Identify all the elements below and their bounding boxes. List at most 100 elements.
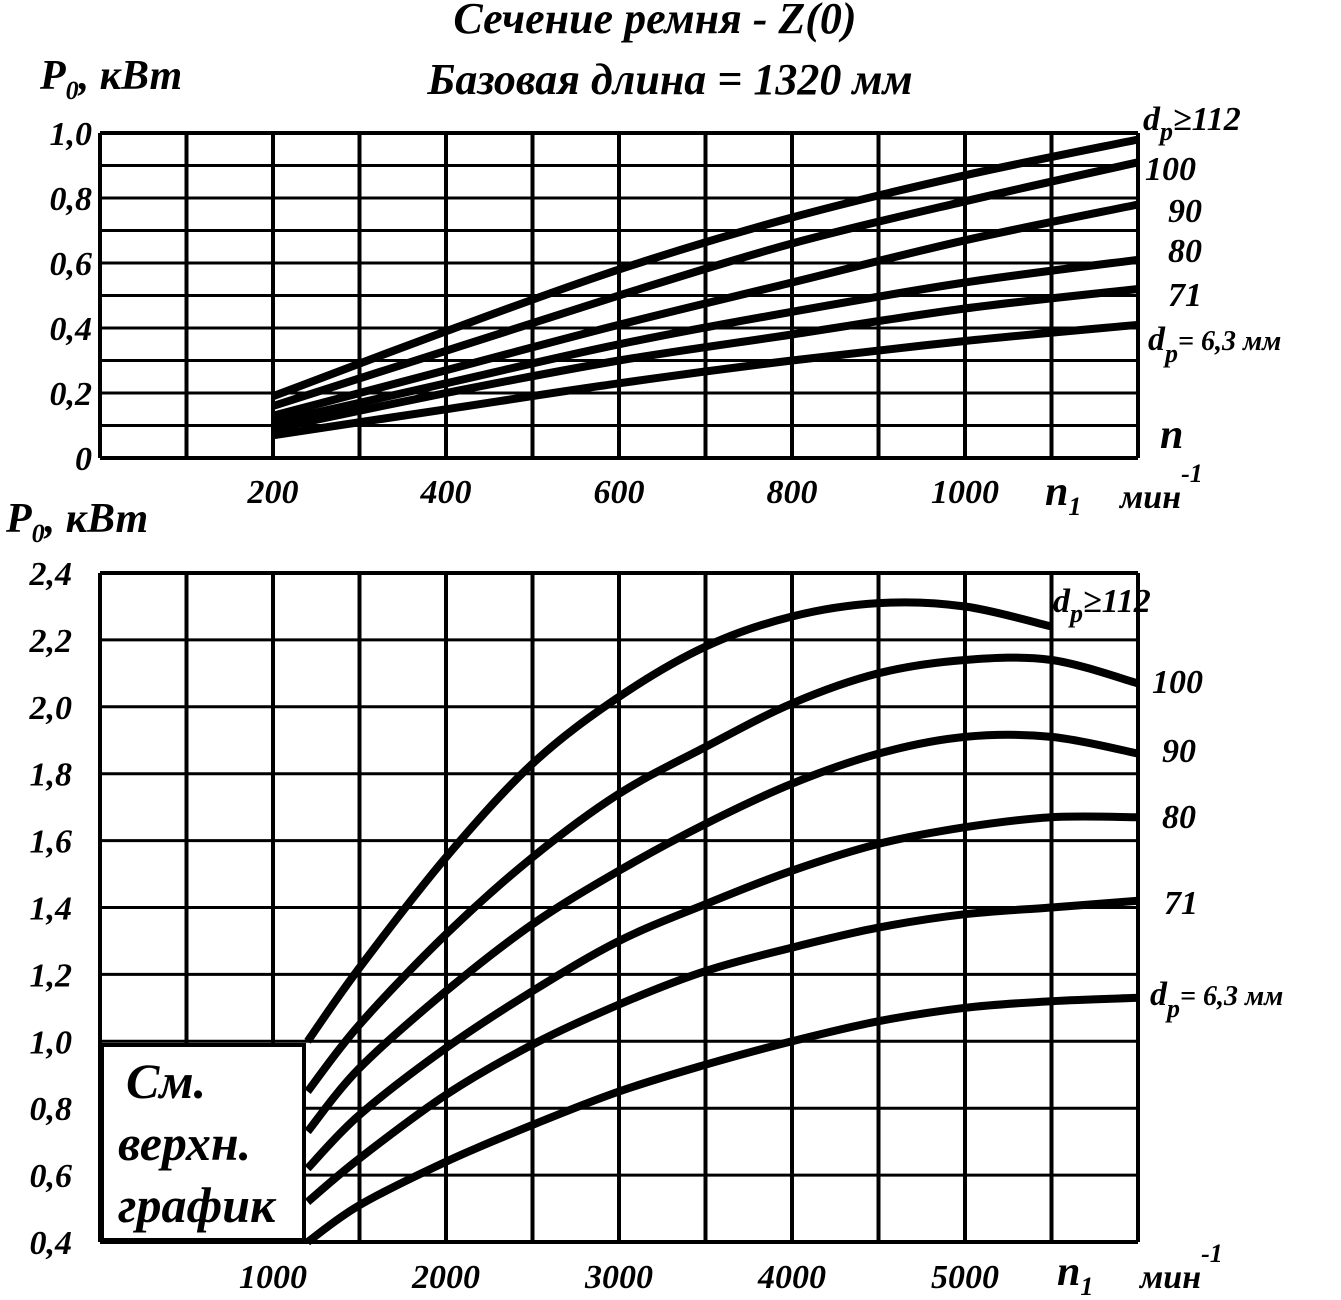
note-line-1: См. [126, 1053, 206, 1109]
lower-y-tick-label: 0,4 [30, 1225, 73, 1262]
lower-y-tick-label: 1,6 [30, 824, 73, 861]
lower-y-tick-label: 2,2 [29, 623, 73, 660]
note-line-2: верхн. [118, 1115, 251, 1171]
upper-curve-label-100: 100 [1145, 151, 1196, 188]
lower-label-dp63-rest: = 6,3 мм [1180, 981, 1283, 1012]
upper-curve-series-0 [271, 135, 1139, 401]
upper-x-title-sub: 1 [1068, 492, 1081, 521]
upper-curve-label-90: 90 [1168, 193, 1202, 230]
lower-y-title-unit: , кВт [44, 496, 148, 542]
lower-label-dp63-sub: p [1165, 994, 1180, 1023]
upper-x-tick-label: 800 [767, 474, 818, 511]
lower-label-dp112-rest: ≥112 [1083, 583, 1151, 620]
lower-x-tick-label: 3000 [584, 1259, 653, 1296]
lower-curve-series-1 [304, 653, 1140, 1094]
lower-chart-y-axis-title: P0, кВт [5, 496, 148, 548]
upper-label-dp112-rest: ≥112 [1173, 101, 1241, 138]
upper-x-unit-main: мин [1118, 479, 1181, 516]
upper-chart-y-tick-labels: 0 0,2 0,4 0,6 0,8 1,0 [50, 116, 93, 478]
lower-chart-x-axis-title: n1 [1057, 1249, 1093, 1300]
lower-x-title-main: n [1057, 1249, 1080, 1295]
upper-chart-side-n-label: n [1160, 412, 1183, 458]
lower-x-tick-label: 1000 [239, 1259, 307, 1296]
lower-x-unit-main: мин [1138, 1259, 1201, 1296]
lower-chart: 0,40,60,81,01,21,41,61,82,02,22,4 1000 20… [5, 496, 1283, 1300]
upper-chart-x-tick-labels: 200 400 600 800 1000 [247, 474, 1000, 511]
upper-x-tick-label: 200 [247, 474, 299, 511]
lower-x-tick-label: 4000 [757, 1259, 826, 1296]
upper-x-tick-label: 1000 [931, 474, 999, 511]
lower-x-axis-unit: мин-1 [1138, 1239, 1223, 1296]
lower-x-unit-exp: -1 [1201, 1239, 1223, 1268]
lower-y-tick-label: 0,8 [30, 1091, 73, 1128]
upper-y-title-main: P [39, 53, 66, 99]
figure-title-line1: Сечение ремня - Z(0) [453, 0, 856, 43]
upper-x-tick-label: 400 [420, 474, 472, 511]
upper-chart-y-axis-title: P0, кВт [39, 53, 182, 105]
lower-y-title-sub: 0 [32, 519, 45, 548]
upper-y-tick-label: 0 [75, 441, 92, 478]
upper-y-tick-label: 0,4 [50, 311, 93, 348]
lower-label-dp112-sub: p [1068, 599, 1083, 628]
upper-x-axis-unit: мин-1 [1118, 459, 1203, 516]
upper-label-dp63-main: d [1148, 321, 1166, 358]
note-line-3: график [118, 1177, 277, 1233]
lower-curve-series-3 [304, 812, 1139, 1172]
lower-curve-series-5 [305, 993, 1139, 1246]
lower-label-dp63-main: d [1150, 976, 1168, 1013]
lower-curve-label-90: 90 [1162, 733, 1196, 770]
lower-curve-label-100: 100 [1152, 664, 1203, 701]
lower-curve-label-dp112: dp≥112 [1053, 583, 1151, 628]
upper-curve-series-3 [272, 255, 1139, 427]
lower-y-tick-label: 2,0 [29, 690, 73, 727]
upper-y-tick-label: 1,0 [50, 116, 93, 153]
lower-x-tick-label: 2000 [411, 1259, 480, 1296]
lower-curve-label-80: 80 [1162, 799, 1196, 836]
note-box [100, 1043, 306, 1242]
lower-chart-x-tick-labels: 1000 2000 3000 4000 5000 [239, 1259, 999, 1296]
lower-label-dp112-main: d [1053, 583, 1071, 620]
lower-chart-y-tick-labels: 0,4 0,6 0,8 1,0 1,2 1,4 1,6 1,8 2,0 2,2 2,4 [29, 556, 73, 1262]
lower-y-tick-label: 1,8 [30, 757, 73, 794]
upper-curve-label-dp112: dp≥112 [1143, 101, 1241, 146]
upper-label-dp112-sub: p [1158, 117, 1173, 146]
lower-x-tick-label: 5000 [931, 1259, 999, 1296]
upper-x-title-main: n [1045, 469, 1068, 515]
lower-x-title-sub: 1 [1080, 1272, 1093, 1300]
lower-y-tick-label: 2,4 [29, 556, 73, 593]
upper-y-title-sub: 0 [66, 76, 79, 105]
upper-chart-x-axis-title: n1 [1045, 469, 1081, 521]
figure-title-line2: Базовая длина = 1320 мм [426, 55, 912, 104]
upper-y-tick-label: 0,6 [50, 246, 93, 283]
upper-y-title-unit: , кВт [78, 53, 182, 99]
lower-chart-grid [98, 571, 1140, 1244]
upper-label-dp112-main: d [1143, 101, 1161, 138]
upper-curve-series-1 [271, 158, 1139, 410]
lower-y-tick-label: 1,0 [30, 1024, 73, 1061]
lower-curve-series-0 [304, 598, 1053, 1044]
upper-curve-series-5 [272, 320, 1139, 440]
lower-y-title-main: P [5, 496, 32, 542]
upper-x-unit-exp: -1 [1181, 459, 1203, 488]
upper-y-tick-label: 0,2 [50, 376, 93, 413]
lower-curve-label-71: 71 [1164, 885, 1198, 922]
lower-curve-series-2 [304, 730, 1139, 1135]
upper-label-dp63-rest: = 6,3 мм [1178, 326, 1281, 357]
upper-label-dp63-sub: p [1163, 339, 1178, 368]
upper-curve-series-2 [271, 200, 1139, 420]
lower-curve-series-4 [305, 896, 1139, 1205]
upper-curve-label-dp63: dp= 6,3 мм [1148, 321, 1281, 368]
lower-y-tick-label: 1,4 [30, 891, 73, 928]
lower-y-tick-label: 0,6 [30, 1158, 73, 1195]
upper-y-tick-label: 0,8 [50, 181, 93, 218]
upper-curve-label-71: 71 [1168, 277, 1202, 314]
lower-y-tick-label: 1,2 [30, 957, 73, 994]
upper-chart: 00,20,40,60,81,0 200 400 600 800 1000 P0, кВ… [39, 53, 1281, 521]
lower-curve-label-dp63: dp= 6,3 мм [1150, 976, 1283, 1023]
upper-curve-series-4 [272, 285, 1139, 433]
upper-chart-curves [271, 135, 1139, 440]
upper-curve-label-80: 80 [1168, 233, 1202, 270]
upper-x-tick-label: 600 [594, 474, 645, 511]
lower-chart-curves [304, 598, 1140, 1246]
